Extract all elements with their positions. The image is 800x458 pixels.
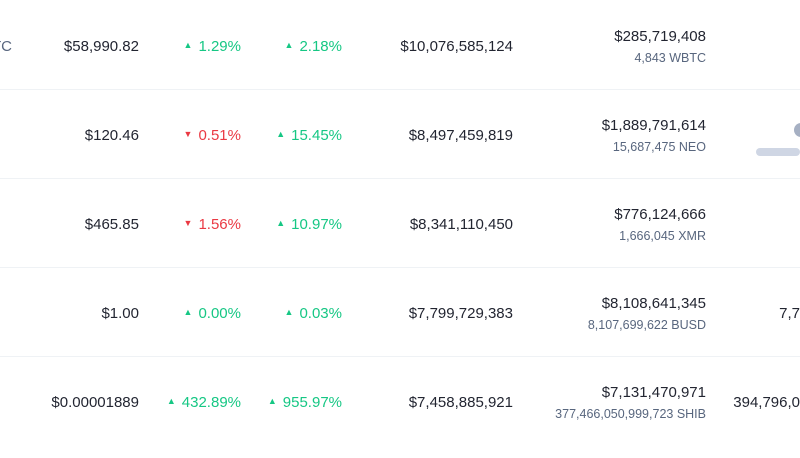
caret-up-icon: ▲ <box>284 307 294 318</box>
market-cap: $8,497,459,819 <box>408 127 513 144</box>
caret-up-icon: ▲ <box>166 396 176 407</box>
change-24h: ▲ 1.29% <box>183 38 241 55</box>
caret-up-icon: ▲ <box>284 40 294 51</box>
table-row[interactable]: $0.00001889 ▲ 432.89% ▲ 955.97% $7,458,885… <box>0 358 800 446</box>
volume-coin: 1,666,045 XMR <box>619 229 706 243</box>
price: $465.85 <box>84 216 139 233</box>
volume-usd[interactable]: $8,108,641,345 <box>601 295 706 312</box>
table-row[interactable]: TC $58,990.82 ▲1.29% ▲2.18% $10,076,585,… <box>0 2 800 90</box>
caret-down-icon: ▼ <box>183 129 193 140</box>
table-row[interactable]: $1.00 ▲ 0.00% ▲ 0.03% $7,799,729,383 $8,10… <box>0 269 800 357</box>
supply-progress-knob <box>794 123 800 137</box>
price: $120.46 <box>84 127 139 144</box>
caret-up-icon: ▲ <box>276 218 286 229</box>
change-7d: ▲ 10.97% <box>276 216 342 233</box>
change-7d: ▲ 2.18% <box>284 38 342 55</box>
caret-up-icon: ▲ <box>267 396 277 407</box>
table-row[interactable]: $120.46 ▼ 0.51% ▲ 15.45% $8,497,459,819 $1… <box>0 91 800 179</box>
caret-up-icon: ▲ <box>183 307 193 318</box>
circulating-supply-partial: 394,796,0 <box>733 394 800 411</box>
price: $0.00001889 <box>51 394 139 411</box>
volume-coin: 15,687,475 NEO <box>612 140 706 154</box>
change-24h: ▲ 432.89% <box>166 394 241 411</box>
change-24h: ▲ 0.00% <box>183 305 241 322</box>
caret-up-icon: ▲ <box>183 40 193 51</box>
volume-usd[interactable]: $285,719,408 <box>614 28 706 45</box>
caret-down-icon: ▼ <box>183 218 193 229</box>
circulating-supply-partial: 7,7 <box>779 305 800 322</box>
price: $1.00 <box>101 305 139 322</box>
change-24h: ▼ 0.51% <box>183 127 241 144</box>
market-cap: $8,341,110,450 <box>409 216 513 233</box>
market-cap: $7,458,885,921 <box>408 394 513 411</box>
change-24h: ▼ 1.56% <box>183 216 241 233</box>
price: $58,990.82 <box>63 38 139 55</box>
table-row[interactable]: $465.85 ▼ 1.56% ▲ 10.97% $8,341,110,450 $7… <box>0 180 800 268</box>
symbol-partial: TC <box>0 38 12 55</box>
volume-coin: 4,843 WBTC <box>634 51 706 65</box>
volume-usd[interactable]: $1,889,791,614 <box>601 117 706 134</box>
change-7d: ▲ 0.03% <box>284 305 342 322</box>
volume-usd[interactable]: $776,124,666 <box>614 206 706 223</box>
market-cap: $10,076,585,124 <box>400 38 513 55</box>
volume-coin: 8,107,699,622 BUSD <box>587 318 706 332</box>
volume-coin: 377,466,050,999,723 SHIB <box>555 407 706 421</box>
market-cap: $7,799,729,383 <box>408 305 513 322</box>
supply-progress-bar <box>756 148 800 156</box>
change-7d: ▲ 955.97% <box>267 394 342 411</box>
caret-up-icon: ▲ <box>276 129 286 140</box>
change-7d: ▲ 15.45% <box>276 127 342 144</box>
volume-usd[interactable]: $7,131,470,971 <box>601 384 706 401</box>
